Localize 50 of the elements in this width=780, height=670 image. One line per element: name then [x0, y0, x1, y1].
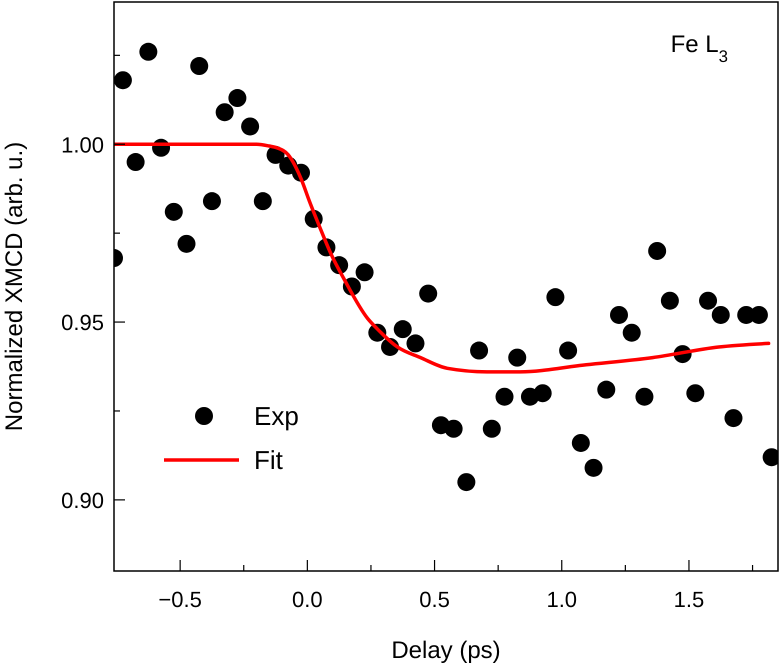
point	[254, 192, 272, 210]
y-tick-label: 0.95	[61, 310, 104, 336]
point	[190, 57, 208, 76]
annotation: Fe L$_{3}$	[670, 31, 728, 66]
point	[178, 234, 196, 253]
y-axis-title: Normalized XMCD (arb. u.)	[1, 142, 28, 432]
point	[406, 334, 424, 352]
legend-label: Exp	[254, 401, 299, 431]
point	[228, 89, 246, 108]
y-tick-label: 1.00	[61, 132, 104, 158]
point	[534, 384, 552, 402]
point	[126, 153, 145, 172]
point	[216, 103, 234, 122]
point	[457, 473, 476, 492]
point	[686, 384, 704, 402]
x-tick-label: 0.0	[292, 587, 323, 612]
point	[724, 409, 742, 428]
point	[572, 434, 590, 452]
line-series	[114, 142, 770, 374]
point	[699, 292, 718, 310]
point	[610, 306, 628, 324]
point	[114, 71, 132, 90]
point	[584, 458, 603, 477]
x-tick-label: 0.5	[419, 587, 450, 612]
point	[139, 42, 158, 61]
point	[712, 306, 730, 324]
point	[546, 288, 564, 306]
point	[202, 192, 221, 210]
point	[559, 342, 578, 360]
point	[241, 117, 260, 136]
point	[394, 320, 412, 338]
point	[635, 388, 654, 406]
x-tick-label: −0.5	[158, 587, 202, 612]
point	[444, 420, 463, 438]
point	[470, 342, 488, 360]
point	[622, 324, 641, 342]
point	[648, 242, 666, 260]
y-tick-label: 0.90	[61, 488, 104, 513]
point	[419, 284, 438, 303]
point	[164, 202, 183, 221]
legend-label: Fit	[254, 445, 284, 475]
point	[597, 380, 616, 399]
point	[496, 388, 514, 406]
x-axis-title: Delay (ps)	[391, 637, 501, 664]
point	[660, 292, 679, 310]
point	[508, 348, 526, 367]
point	[482, 420, 501, 438]
point	[356, 263, 374, 282]
x-tick-label: 1.5	[674, 587, 704, 612]
x-tick-label: 1.0	[546, 587, 578, 612]
